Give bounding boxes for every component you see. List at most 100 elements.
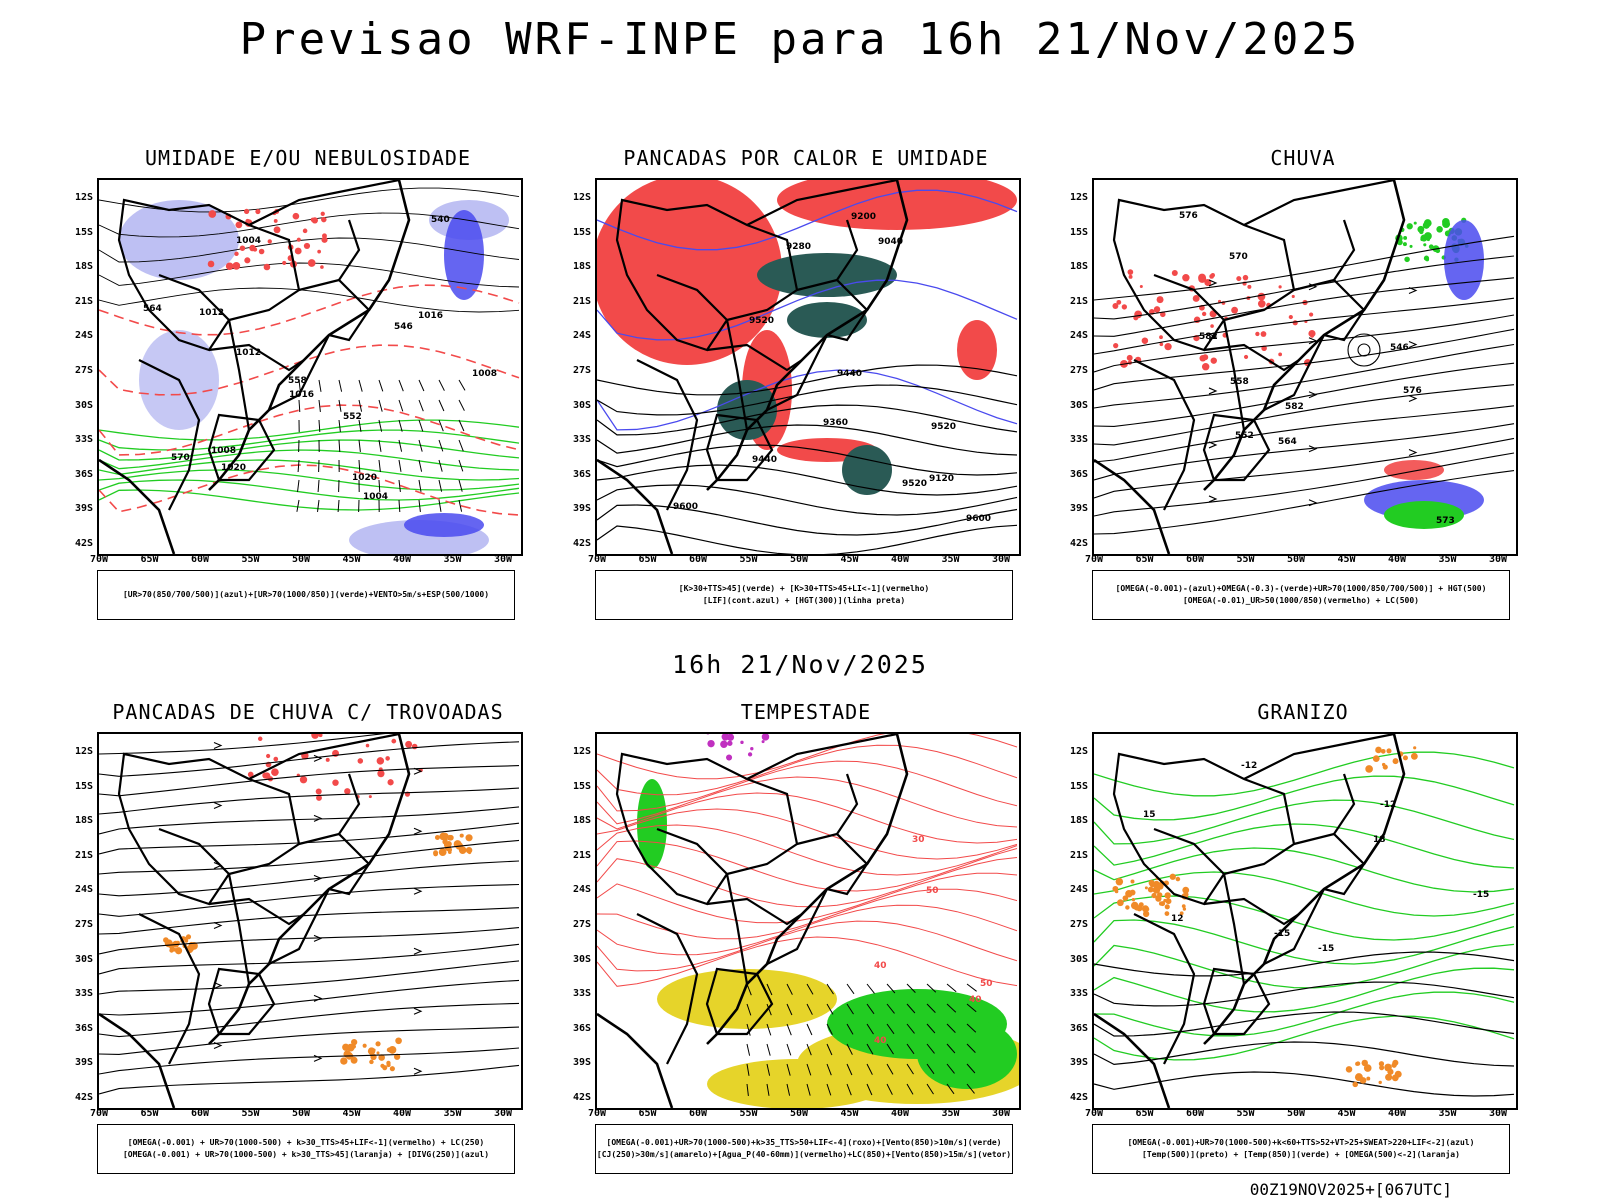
rain-green-2 [1402, 242, 1407, 247]
rain-red-3 [1192, 294, 1200, 302]
lon-label: 45W [840, 1108, 859, 1119]
wind-vector-4-5 [398, 459, 402, 472]
storm-red-18 [266, 753, 271, 759]
panel-title-4: TEMPESTADE [740, 700, 872, 724]
contour-label-5: 570 [1229, 252, 1248, 262]
wind850-vector-4-0 [746, 1063, 750, 1076]
wind850-vector-3-4 [826, 1043, 833, 1056]
red-speck-25 [282, 260, 287, 266]
temp850-contour-5 [1094, 871, 1515, 917]
wind850-vector-0-11 [966, 983, 977, 992]
red-speck-4 [249, 244, 256, 252]
state-border-0 [117, 198, 301, 352]
lat-label: 21S [572, 849, 591, 861]
lon-label: 35W [1438, 554, 1457, 565]
lon-label: 55W [739, 1108, 758, 1119]
state-border-3 [248, 180, 400, 226]
omega-orange-28 [1136, 905, 1143, 912]
red-speck-23 [255, 208, 261, 215]
temp850-contour-10 [1094, 991, 1515, 1037]
contour-label-4: 1016 [418, 311, 443, 321]
wind-vector-3-5 [398, 439, 403, 452]
wind-vector-0-6 [418, 379, 425, 392]
legend-line: [OMEGA(-0.001) + UR>70(1000-500) + k>30_… [127, 1138, 485, 1147]
state-border-1 [706, 897, 803, 926]
wind-vector-5-5 [398, 479, 401, 492]
lc250-streamline-arrow-3 [213, 801, 223, 809]
wind850-vector-4-10 [946, 1063, 955, 1074]
wind-vector-1-6 [418, 399, 424, 412]
rain-green-18 [1417, 225, 1425, 233]
wind850-vector-2-11 [966, 1023, 977, 1033]
red-speck-31 [234, 251, 239, 257]
panel-title-0: UMIDADE E/OU NEBULOSIDADE [144, 146, 472, 170]
lon-label: 70W [587, 1108, 607, 1119]
lon-label: 45W [342, 1108, 361, 1119]
panel-title-1: PANCADAS POR CALOR E UMIDADE [623, 146, 989, 170]
rain-green-22 [1422, 221, 1430, 229]
lat-label: 18S [1069, 815, 1088, 827]
storm-red-17 [262, 772, 269, 779]
lon-label: 50W [1286, 554, 1306, 565]
wind-vector-1-3 [358, 399, 363, 412]
precipwater-contour-10 [597, 888, 1018, 940]
legend-box-5: [OMEGA(-0.001)+UR>70(1000-500)+k<60+TTS>… [1092, 1124, 1510, 1174]
map-panel-1: 9600 9520 9440 9360 9280 9200 9120 9040 9520 9440… [595, 178, 1021, 556]
hgt500-streamline-8 [1094, 384, 1515, 446]
omega-orange-38 [1147, 886, 1154, 893]
low-center [1347, 333, 1381, 367]
contour-label-6: 9120 [929, 474, 954, 484]
red-speck-13 [225, 262, 234, 271]
omega-orange-41 [1130, 879, 1135, 884]
legend-line: [UR>70(850/700/500)](azul)+[UR>70(1000/8… [122, 590, 490, 599]
lon-label: 70W [587, 554, 607, 565]
lat-label: 30S [1069, 953, 1088, 965]
state-border-9 [826, 833, 888, 896]
omega-orange-s-11 [1384, 1063, 1392, 1072]
temp500-contour-4 [1094, 1071, 1515, 1097]
wind850-vector-3-6 [866, 1043, 874, 1055]
wind-vector-5-4 [378, 479, 381, 493]
hgt500-streamline-arrow-5 [1408, 340, 1418, 349]
lc250-streamline-arrow-10 [313, 934, 323, 942]
hgt300-contour-2 [597, 404, 1018, 436]
rain-red-41 [1209, 274, 1215, 279]
state-border-7 [636, 359, 699, 511]
lc250-streamline-8 [99, 883, 520, 917]
panel-title-3: PANCADAS DE CHUVA C/ TROVOADAS [112, 700, 504, 724]
storm-orange-ne-7 [465, 834, 473, 842]
state-border-10 [268, 888, 330, 965]
lon-label: 45W [342, 554, 361, 565]
storm-red-34 [311, 734, 319, 739]
lc250-streamline-arrow-0 [213, 741, 223, 749]
lat-label: 33S [74, 988, 93, 1000]
wind850-vector-0-2 [786, 983, 793, 995]
lon-label: 40W [392, 1108, 412, 1119]
precipwater-contour-9 [597, 872, 1018, 924]
storm-red-29 [387, 779, 394, 786]
wind850-vector-1-1 [766, 1003, 772, 1016]
hgt300-contour-4 [597, 444, 1018, 476]
contour-label-2: 50 [926, 886, 939, 896]
state-border-7 [1133, 913, 1196, 1065]
state-border-1 [1203, 897, 1300, 926]
wind-vector-3-2 [338, 439, 341, 453]
hgt300-contour-1 [597, 384, 1018, 416]
unstable-teal-1 [787, 302, 867, 338]
temp850-contour-7 [1094, 919, 1515, 965]
state-border-0 [1112, 752, 1296, 906]
lc250-streamline-arrow-9 [213, 921, 223, 929]
temp850-contour-8 [1094, 943, 1515, 989]
red-speck-9 [292, 212, 300, 220]
wind-vector-0-8 [458, 379, 466, 391]
coastline [1094, 734, 1406, 1108]
red-speck-3 [263, 263, 271, 271]
hgt500-streamline-arrow-6 [1208, 387, 1218, 395]
lon-label: 30W [991, 1108, 1011, 1119]
red-speck-37 [296, 237, 301, 242]
omega-orange-18 [1151, 892, 1157, 899]
wind850-vector-2-4 [826, 1023, 833, 1035]
hgt500-streamline-arrow-2 [1408, 286, 1418, 295]
humid-low-contour-6 [99, 479, 520, 501]
lon-label: 35W [941, 1108, 960, 1119]
